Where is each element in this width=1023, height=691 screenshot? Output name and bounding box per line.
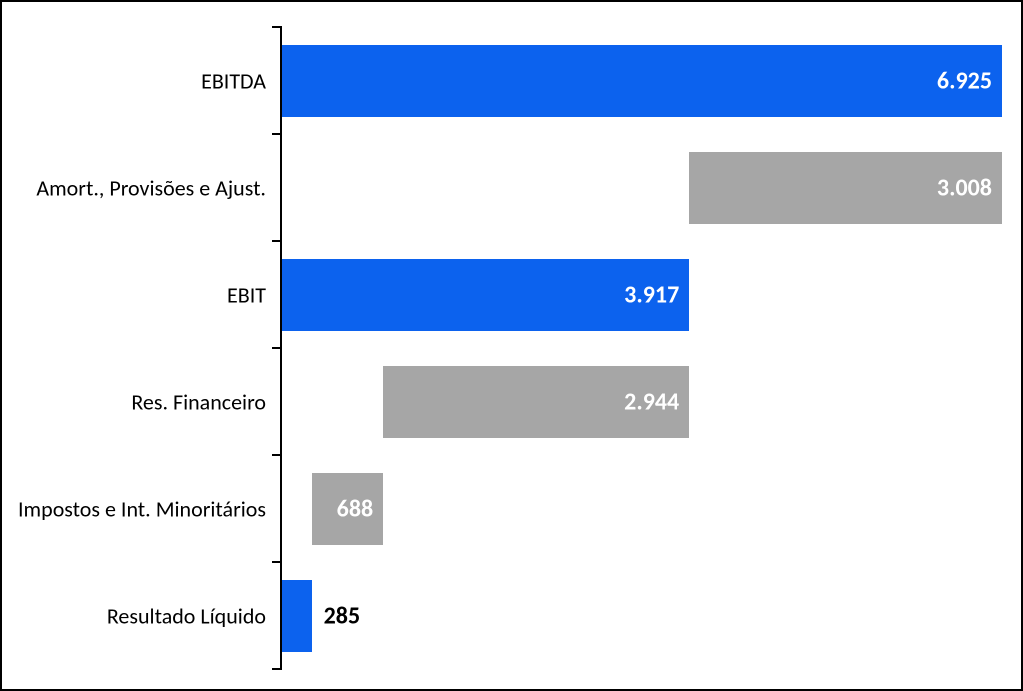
value-label-ebit: 3.917: [624, 280, 679, 309]
value-label-impostos: 688: [337, 494, 374, 523]
bar-row-amort: Amort., Provisões e Ajust.3.008: [280, 152, 1000, 224]
bar-row-ebitda: EBITDA6.925: [280, 45, 1000, 117]
value-label-ebitda: 6.925: [937, 66, 992, 95]
value-label-resfin: 2.944: [624, 387, 679, 416]
category-label-resliq: Resultado Líquido: [107, 602, 280, 629]
category-label-resfin: Res. Financeiro: [131, 388, 280, 415]
y-axis-tick: [272, 26, 280, 28]
y-axis-tick: [272, 561, 280, 563]
category-label-ebit: EBIT: [227, 281, 280, 308]
bar-row-ebit: EBIT3.917: [280, 259, 1000, 331]
y-axis-tick: [272, 240, 280, 242]
bar-row-resliq: Resultado Líquido285: [280, 580, 1000, 652]
y-axis-tick: [272, 668, 280, 670]
y-axis-tick: [272, 133, 280, 135]
bar-amort: 3.008: [689, 152, 1002, 224]
bar-resliq: [282, 580, 312, 652]
bar-ebitda: 6.925: [282, 45, 1002, 117]
bar-impostos: 688: [312, 473, 384, 545]
value-label-resliq: 285: [324, 601, 361, 630]
bar-ebit: 3.917: [282, 259, 689, 331]
category-label-impostos: Impostos e Int. Minoritários: [18, 495, 280, 522]
y-axis-tick: [272, 454, 280, 456]
y-axis-tick: [272, 347, 280, 349]
bar-row-impostos: Impostos e Int. Minoritários688: [280, 473, 1000, 545]
chart-frame: EBITDA6.925Amort., Provisões e Ajust.3.0…: [0, 0, 1023, 691]
value-label-amort: 3.008: [937, 173, 992, 202]
bar-row-resfin: Res. Financeiro2.944: [280, 366, 1000, 438]
bar-resfin: 2.944: [383, 366, 689, 438]
plot-area: EBITDA6.925 Amort., Provisões e Ajust.3.0…: [280, 26, 1000, 670]
category-label-ebitda: EBITDA: [201, 67, 280, 94]
y-axis-line: [280, 26, 282, 670]
category-label-amort: Amort., Provisões e Ajust.: [36, 174, 280, 201]
